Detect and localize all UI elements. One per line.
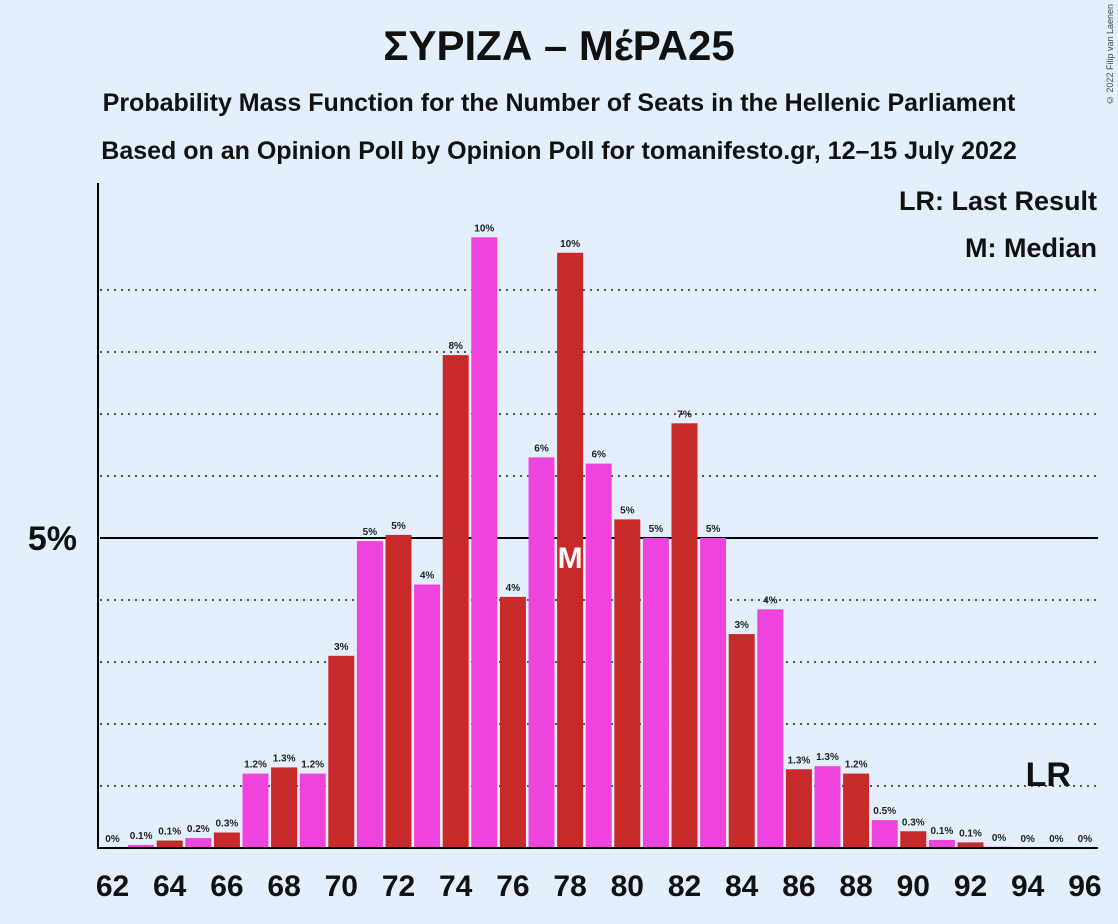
value-label-seat-66: 0.3%: [216, 819, 239, 830]
value-label-seat-67: 1.2%: [244, 760, 267, 771]
value-label-seat-64: 0.1%: [158, 827, 181, 838]
value-label-seat-94: 0%: [1020, 834, 1035, 845]
bar-seat-81: [642, 538, 669, 848]
bar-seat-65: [185, 838, 212, 848]
last-result-marker: LR: [1026, 756, 1071, 794]
x-tick-label-80: 80: [611, 870, 644, 903]
value-label-seat-84: 3%: [734, 620, 749, 631]
value-label-seat-83: 5%: [706, 524, 721, 535]
value-label-seat-91: 0.1%: [931, 826, 954, 837]
bar-seat-91: [928, 839, 955, 848]
value-label-seat-85: 4%: [763, 595, 778, 606]
bar-seat-74: [442, 355, 469, 848]
bar-seat-90: [900, 831, 927, 848]
x-tick-label-86: 86: [782, 870, 815, 903]
x-tick-label-74: 74: [439, 870, 473, 903]
chart-subtitle-2: Based on an Opinion Poll by Opinion Poll…: [101, 137, 1017, 165]
bar-seat-70: [328, 655, 355, 848]
value-label-seat-86: 1.3%: [788, 755, 811, 766]
bar-seat-72: [385, 534, 412, 848]
bar-seat-67: [242, 773, 269, 848]
value-label-seat-75: 10%: [474, 223, 494, 234]
x-tick-label-70: 70: [325, 870, 358, 903]
bar-seat-82: [671, 423, 698, 848]
chart-title: ΣΥΡΙΖΑ – ΜέΡΑ25: [383, 22, 735, 69]
bar-seat-87: [814, 766, 841, 848]
value-label-seat-90: 0.3%: [902, 817, 925, 828]
bar-seat-69: [299, 773, 326, 848]
x-tick-label-84: 84: [725, 870, 759, 903]
bar-seat-66: [213, 832, 240, 848]
value-label-seat-72: 5%: [391, 521, 406, 532]
x-tick-label-68: 68: [267, 870, 300, 903]
value-label-seat-65: 0.2%: [187, 824, 210, 835]
bar-seat-88: [843, 773, 870, 848]
chart-subtitle-1: Probability Mass Function for the Number…: [102, 89, 1016, 117]
bar-seat-86: [785, 769, 812, 848]
value-label-seat-77: 6%: [534, 443, 549, 454]
bar-seat-68: [271, 767, 298, 848]
value-label-seat-79: 6%: [591, 450, 606, 461]
median-marker: M: [558, 542, 583, 575]
x-tick-label-94: 94: [1011, 870, 1045, 903]
value-label-seat-88: 1.2%: [845, 760, 868, 771]
bar-seat-79: [585, 463, 612, 848]
value-label-seat-76: 4%: [506, 583, 521, 594]
y-tick-label-5pct: 5%: [28, 520, 77, 558]
value-label-seat-73: 4%: [420, 571, 435, 582]
x-tick-label-82: 82: [668, 870, 701, 903]
bar-seat-84: [728, 634, 755, 848]
value-label-seat-74: 8%: [448, 341, 463, 352]
bar-seat-77: [528, 457, 555, 848]
bar-seat-71: [356, 541, 383, 848]
x-tick-label-90: 90: [897, 870, 930, 903]
bar-seat-83: [700, 538, 727, 848]
value-label-seat-93: 0%: [992, 833, 1007, 844]
x-tick-label-78: 78: [553, 870, 586, 903]
value-label-seat-78: 10%: [560, 239, 580, 250]
bar-seat-63: [128, 844, 155, 848]
legend-median: M: Median: [965, 233, 1097, 263]
value-labels: 0% 0.1% 0.1% 0.2% 0.3% 1.2% 1.3% 1.2% 3% 5% 5% 4% 8%…: [105, 223, 1092, 845]
value-label-seat-96: 0%: [1078, 834, 1093, 845]
bar-seat-64: [156, 840, 183, 848]
value-label-seat-80: 5%: [620, 505, 635, 516]
x-tick-label-92: 92: [954, 870, 987, 903]
value-label-seat-71: 5%: [363, 527, 378, 538]
legend-last-result: LR: Last Result: [899, 186, 1097, 216]
bars: [128, 237, 1013, 849]
x-tick-label-88: 88: [839, 870, 872, 903]
x-tick-label-96: 96: [1068, 870, 1101, 903]
value-label-seat-69: 1.2%: [301, 760, 324, 771]
value-label-seat-68: 1.3%: [273, 753, 296, 764]
bar-seat-75: [471, 237, 498, 849]
bar-seat-80: [614, 519, 641, 848]
bar-seat-92: [957, 842, 984, 848]
value-label-seat-63: 0.1%: [130, 831, 153, 842]
x-tick-label-62: 62: [96, 870, 129, 903]
value-label-seat-92: 0.1%: [959, 828, 982, 839]
x-axis-ticks: 62 64 66 68 70 72 74 76 78 80 82 84 86 88 90 92 94 96: [96, 870, 1102, 903]
bar-seat-78: [557, 252, 584, 849]
value-label-seat-70: 3%: [334, 642, 349, 653]
value-label-seat-81: 5%: [649, 524, 664, 535]
value-label-seat-62: 0%: [105, 834, 120, 845]
x-tick-label-64: 64: [153, 870, 187, 903]
bar-seat-73: [414, 584, 441, 848]
bar-seat-89: [871, 820, 898, 848]
x-tick-label-72: 72: [382, 870, 415, 903]
value-label-seat-95: 0%: [1049, 834, 1064, 845]
bar-seat-76: [499, 596, 526, 848]
value-label-seat-82: 7%: [677, 409, 692, 420]
value-label-seat-89: 0.5%: [873, 806, 896, 817]
value-label-seat-87: 1.3%: [816, 752, 839, 763]
x-tick-label-76: 76: [496, 870, 529, 903]
x-tick-label-66: 66: [210, 870, 243, 903]
bar-seat-85: [757, 609, 784, 848]
